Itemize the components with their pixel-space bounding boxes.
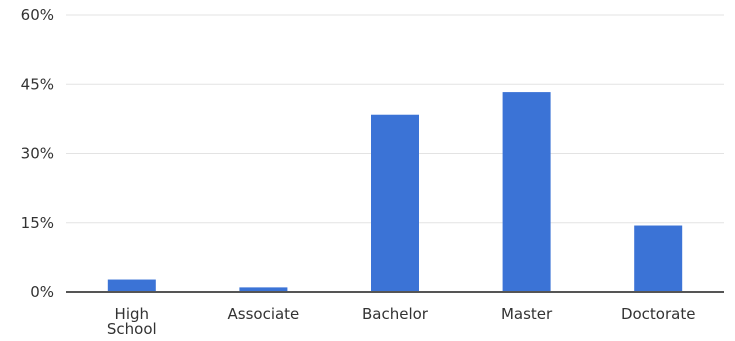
y-tick-label: 45%	[21, 75, 54, 93]
x-tick-label: Associate	[228, 305, 300, 323]
x-tick-label: High School	[107, 305, 157, 338]
y-tick-label: 30%	[21, 145, 54, 163]
x-tick-label: Master	[501, 305, 553, 323]
bar	[239, 287, 288, 292]
bar	[107, 279, 156, 292]
x-tick-label: Bachelor	[362, 305, 429, 323]
bar	[634, 225, 683, 292]
x-tick-label: Doctorate	[621, 305, 696, 323]
bar	[371, 114, 419, 292]
y-tick-label: 15%	[21, 214, 54, 232]
bars	[107, 92, 683, 293]
y-tick-label: 60%	[21, 6, 54, 24]
y-tick-label: 0%	[30, 283, 54, 301]
bar	[502, 92, 551, 293]
y-axis-ticks: 0% 15% 30% 45% 60%	[21, 6, 54, 301]
x-axis-labels: High School Associate Bachelor Master Doctora…	[107, 305, 696, 338]
